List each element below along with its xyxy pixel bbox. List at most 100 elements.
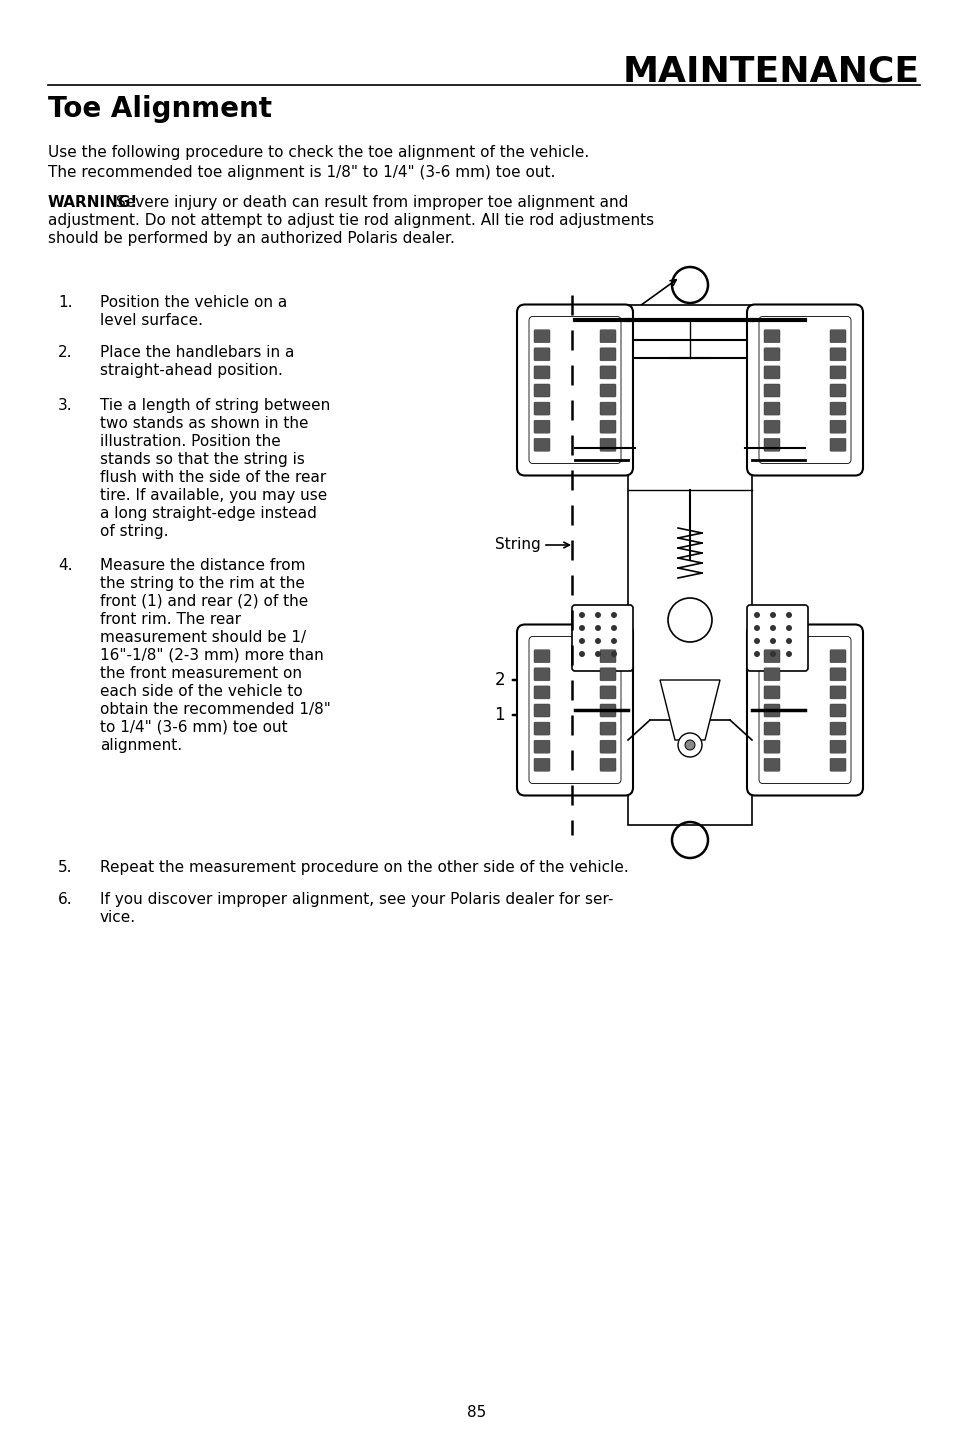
FancyBboxPatch shape bbox=[599, 403, 616, 414]
FancyBboxPatch shape bbox=[534, 667, 550, 680]
FancyBboxPatch shape bbox=[763, 366, 780, 379]
Text: Use the following procedure to check the toe alignment of the vehicle.: Use the following procedure to check the… bbox=[48, 145, 589, 160]
FancyBboxPatch shape bbox=[534, 384, 550, 397]
Circle shape bbox=[578, 638, 584, 644]
FancyBboxPatch shape bbox=[517, 304, 633, 475]
Circle shape bbox=[595, 651, 600, 657]
Text: If you discover improper alignment, see your Polaris dealer for ser-: If you discover improper alignment, see … bbox=[100, 891, 613, 907]
Text: Position the vehicle on a: Position the vehicle on a bbox=[100, 295, 287, 310]
FancyBboxPatch shape bbox=[599, 384, 616, 397]
Circle shape bbox=[753, 612, 760, 618]
Text: front (1) and rear (2) of the: front (1) and rear (2) of the bbox=[100, 595, 308, 609]
FancyBboxPatch shape bbox=[599, 740, 616, 753]
Circle shape bbox=[595, 625, 600, 631]
FancyBboxPatch shape bbox=[829, 384, 845, 397]
FancyBboxPatch shape bbox=[829, 403, 845, 414]
Text: flush with the side of the rear: flush with the side of the rear bbox=[100, 470, 326, 486]
FancyBboxPatch shape bbox=[829, 667, 845, 680]
Text: Toe Alignment: Toe Alignment bbox=[48, 95, 272, 124]
Text: alignment.: alignment. bbox=[100, 739, 182, 753]
FancyBboxPatch shape bbox=[763, 420, 780, 433]
Text: should be performed by an authorized Polaris dealer.: should be performed by an authorized Pol… bbox=[48, 231, 455, 246]
Text: the string to the rim at the: the string to the rim at the bbox=[100, 576, 305, 590]
FancyBboxPatch shape bbox=[829, 330, 845, 343]
FancyBboxPatch shape bbox=[534, 420, 550, 433]
FancyBboxPatch shape bbox=[599, 348, 616, 361]
Text: front rim. The rear: front rim. The rear bbox=[100, 612, 241, 627]
Text: MAINTENANCE: MAINTENANCE bbox=[622, 55, 919, 89]
Circle shape bbox=[753, 625, 760, 631]
Circle shape bbox=[684, 740, 695, 750]
FancyBboxPatch shape bbox=[599, 758, 616, 771]
FancyBboxPatch shape bbox=[599, 438, 616, 451]
FancyBboxPatch shape bbox=[829, 366, 845, 379]
Text: Tie a length of string between: Tie a length of string between bbox=[100, 398, 330, 413]
Text: Severe injury or death can result from improper toe alignment and: Severe injury or death can result from i… bbox=[116, 195, 628, 209]
Circle shape bbox=[610, 625, 617, 631]
FancyBboxPatch shape bbox=[829, 420, 845, 433]
Text: to 1/4" (3-6 mm) toe out: to 1/4" (3-6 mm) toe out bbox=[100, 720, 287, 736]
FancyBboxPatch shape bbox=[534, 330, 550, 343]
FancyBboxPatch shape bbox=[572, 605, 633, 670]
FancyBboxPatch shape bbox=[829, 438, 845, 451]
Circle shape bbox=[610, 612, 617, 618]
FancyBboxPatch shape bbox=[763, 438, 780, 451]
Text: 85: 85 bbox=[467, 1405, 486, 1421]
Text: vice.: vice. bbox=[100, 910, 136, 925]
Text: 1.: 1. bbox=[58, 295, 72, 310]
FancyBboxPatch shape bbox=[534, 740, 550, 753]
FancyBboxPatch shape bbox=[599, 420, 616, 433]
FancyBboxPatch shape bbox=[829, 723, 845, 736]
FancyBboxPatch shape bbox=[599, 330, 616, 343]
Text: two stands as shown in the: two stands as shown in the bbox=[100, 416, 308, 430]
FancyBboxPatch shape bbox=[517, 625, 633, 795]
Text: tire. If available, you may use: tire. If available, you may use bbox=[100, 489, 327, 503]
FancyBboxPatch shape bbox=[746, 605, 807, 670]
Text: illustration. Position the: illustration. Position the bbox=[100, 433, 280, 449]
FancyBboxPatch shape bbox=[746, 304, 862, 475]
FancyBboxPatch shape bbox=[829, 758, 845, 771]
Text: The recommended toe alignment is 1/8" to 1/4" (3-6 mm) toe out.: The recommended toe alignment is 1/8" to… bbox=[48, 164, 555, 180]
FancyBboxPatch shape bbox=[534, 758, 550, 771]
Text: 4.: 4. bbox=[58, 558, 72, 573]
Polygon shape bbox=[659, 680, 720, 740]
FancyBboxPatch shape bbox=[534, 366, 550, 379]
FancyBboxPatch shape bbox=[599, 366, 616, 379]
Text: of string.: of string. bbox=[100, 523, 169, 539]
Text: straight-ahead position.: straight-ahead position. bbox=[100, 364, 283, 378]
Text: Stand: Stand bbox=[519, 352, 564, 368]
FancyBboxPatch shape bbox=[534, 686, 550, 699]
FancyBboxPatch shape bbox=[763, 686, 780, 699]
FancyBboxPatch shape bbox=[763, 740, 780, 753]
Text: obtain the recommended 1/8": obtain the recommended 1/8" bbox=[100, 702, 331, 717]
Circle shape bbox=[578, 612, 584, 618]
FancyBboxPatch shape bbox=[829, 686, 845, 699]
Circle shape bbox=[785, 612, 791, 618]
FancyBboxPatch shape bbox=[763, 403, 780, 414]
Text: 3.: 3. bbox=[58, 398, 72, 413]
Circle shape bbox=[769, 625, 775, 631]
FancyBboxPatch shape bbox=[599, 667, 616, 680]
Circle shape bbox=[785, 625, 791, 631]
FancyBboxPatch shape bbox=[829, 650, 845, 663]
Text: stands so that the string is: stands so that the string is bbox=[100, 452, 305, 467]
Circle shape bbox=[578, 651, 584, 657]
FancyBboxPatch shape bbox=[829, 348, 845, 361]
Text: 2: 2 bbox=[494, 670, 504, 689]
Circle shape bbox=[678, 733, 701, 758]
FancyBboxPatch shape bbox=[534, 348, 550, 361]
Circle shape bbox=[610, 638, 617, 644]
Text: String: String bbox=[495, 538, 540, 553]
Text: WARNING!: WARNING! bbox=[48, 195, 138, 209]
FancyBboxPatch shape bbox=[534, 403, 550, 414]
Text: each side of the vehicle to: each side of the vehicle to bbox=[100, 683, 302, 699]
FancyBboxPatch shape bbox=[763, 650, 780, 663]
Text: 5.: 5. bbox=[58, 859, 72, 875]
Text: Repeat the measurement procedure on the other side of the vehicle.: Repeat the measurement procedure on the … bbox=[100, 859, 628, 875]
Text: 2.: 2. bbox=[58, 345, 72, 361]
Circle shape bbox=[595, 612, 600, 618]
Circle shape bbox=[769, 638, 775, 644]
FancyBboxPatch shape bbox=[746, 625, 862, 795]
Circle shape bbox=[753, 638, 760, 644]
FancyBboxPatch shape bbox=[763, 330, 780, 343]
